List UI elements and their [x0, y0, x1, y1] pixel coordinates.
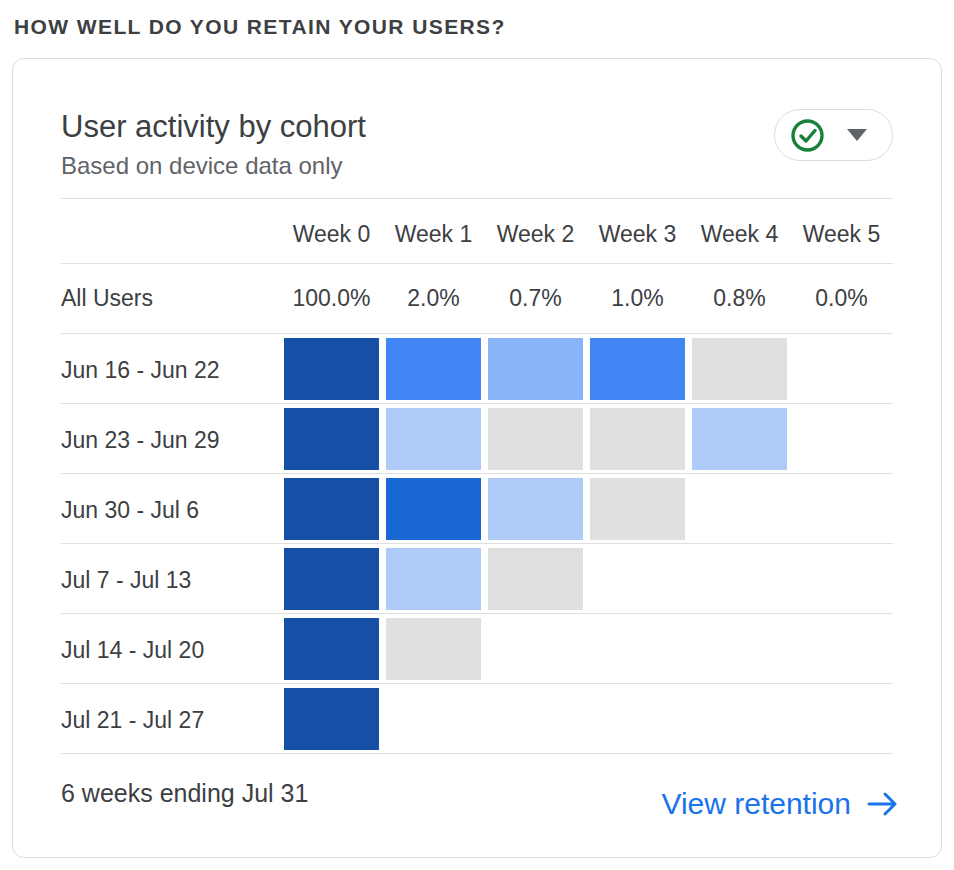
heatmap-cell: [794, 408, 889, 470]
column-header: Week 2: [488, 221, 583, 248]
heatmap-cell: [692, 478, 787, 540]
heatmap-cell: [284, 618, 379, 680]
heatmap-cell: [794, 618, 889, 680]
column-header: Week 1: [386, 221, 481, 248]
heatmap-cell: [794, 688, 889, 750]
all-users-value: 100.0%: [284, 285, 379, 312]
heatmap-cell: [488, 408, 583, 470]
cohort-row: Jun 16 - Jun 22: [61, 334, 893, 404]
status-dropdown-button[interactable]: [774, 109, 893, 161]
heatmap-cell: [284, 408, 379, 470]
column-header: Week 5: [794, 221, 889, 248]
all-users-value: 0.7%: [488, 285, 583, 312]
heatmap-cell: [692, 408, 787, 470]
heatmap-cell: [488, 688, 583, 750]
cohort-row: Jul 14 - Jul 20: [61, 614, 893, 684]
card-header: User activity by cohort Based on device …: [61, 59, 893, 198]
check-circle-icon: [790, 118, 825, 153]
heatmap-cell: [386, 338, 481, 400]
heatmap-cell: [692, 338, 787, 400]
all-users-row: All Users 100.0% 2.0% 0.7% 1.0% 0.8% 0.0…: [61, 264, 893, 334]
heatmap-cell: [590, 338, 685, 400]
all-users-value: 2.0%: [386, 285, 481, 312]
heatmap-cell: [590, 408, 685, 470]
heatmap-cell: [488, 618, 583, 680]
card-footer: 6 weeks ending Jul 31 View retention: [61, 779, 899, 821]
heatmap-cell: [590, 618, 685, 680]
heatmap-cell: [284, 338, 379, 400]
heatmap-cell: [794, 338, 889, 400]
heatmap-cell: [284, 478, 379, 540]
column-header: Week 3: [590, 221, 685, 248]
heatmap-cell: [692, 548, 787, 610]
page-title: HOW WELL DO YOU RETAIN YOUR USERS?: [0, 0, 954, 39]
cohort-label: Jul 14 - Jul 20: [61, 633, 284, 664]
arrow-right-icon: [866, 790, 899, 818]
all-users-label: All Users: [61, 285, 284, 312]
view-retention-label: View retention: [661, 787, 851, 821]
card-subtitle: Based on device data only: [61, 152, 366, 180]
heatmap-cell: [488, 478, 583, 540]
cohort-label: Jul 7 - Jul 13: [61, 563, 284, 594]
heatmap-cell: [386, 478, 481, 540]
heatmap-cell: [386, 408, 481, 470]
heatmap-cell: [386, 548, 481, 610]
heatmap-cell: [386, 688, 481, 750]
cohort-row: Jun 30 - Jul 6: [61, 474, 893, 544]
chevron-down-icon: [847, 129, 867, 141]
cohort-label: Jun 30 - Jul 6: [61, 493, 284, 524]
all-users-value: 0.8%: [692, 285, 787, 312]
heatmap-cell: [590, 548, 685, 610]
cohort-label: Jul 21 - Jul 27: [61, 703, 284, 734]
table-header-row: Week 0 Week 1 Week 2 Week 3 Week 4 Week …: [61, 199, 893, 264]
all-users-value: 0.0%: [794, 285, 889, 312]
heatmap-cell: [386, 618, 481, 680]
heatmap-cell: [692, 688, 787, 750]
cohort-row: Jul 7 - Jul 13: [61, 544, 893, 614]
heatmap-cell: [488, 338, 583, 400]
column-header: Week 0: [284, 221, 379, 248]
cohort-row: Jul 21 - Jul 27: [61, 684, 893, 754]
footer-note: 6 weeks ending Jul 31: [61, 779, 308, 808]
all-users-value: 1.0%: [590, 285, 685, 312]
card-title: User activity by cohort: [61, 109, 366, 144]
heatmap-cell: [692, 618, 787, 680]
cohort-row: Jun 23 - Jun 29: [61, 404, 893, 474]
heatmap-cell: [590, 478, 685, 540]
heatmap-cell: [794, 478, 889, 540]
card-titles: User activity by cohort Based on device …: [61, 109, 366, 180]
cohort-table: Week 0 Week 1 Week 2 Week 3 Week 4 Week …: [61, 198, 893, 754]
heatmap-cell: [284, 688, 379, 750]
cohort-label: Jun 23 - Jun 29: [61, 423, 284, 454]
heatmap-cell: [590, 688, 685, 750]
heatmap-cell: [488, 548, 583, 610]
heatmap-cell: [284, 548, 379, 610]
cohort-label: Jun 16 - Jun 22: [61, 353, 284, 384]
column-header: Week 4: [692, 221, 787, 248]
heatmap-cell: [794, 548, 889, 610]
user-activity-cohort-card: User activity by cohort Based on device …: [12, 58, 942, 858]
view-retention-link[interactable]: View retention: [661, 787, 899, 821]
